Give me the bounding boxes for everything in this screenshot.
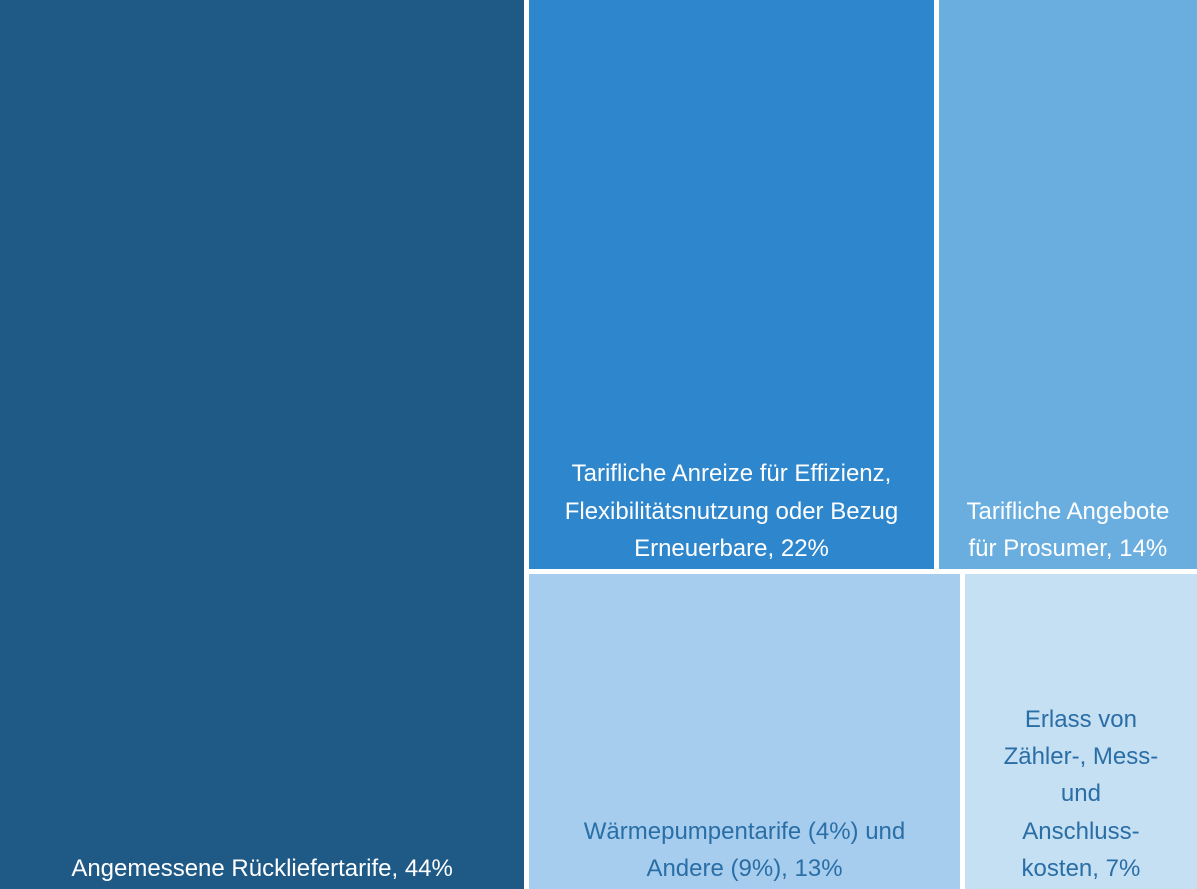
value-label: 13% [794, 854, 843, 882]
category-label: Tarifliche Angebote für Prosumer, [966, 497, 1170, 562]
tile: Angemessene Rückliefertarife, 44% [0, 0, 525, 889]
category-label: Tarifliche Anreize für Effizienz, Flexib… [564, 460, 899, 562]
tile-label: Tarifliche Anreize für Effizienz, Flexib… [545, 455, 918, 567]
category-label: Wärmepumpentarife (4%) und Andere (9%), [583, 817, 906, 882]
tile: Tarifliche Anreize für Effizienz, Flexib… [529, 0, 934, 569]
value-label: 44% [404, 854, 453, 882]
tile-label: Erlass von Zähler-, Mess- und Anschluss-… [1003, 701, 1159, 887]
tile-label: Angemessene Rückliefertarife, 44% [30, 850, 494, 887]
tile: Wärmepumpentarife (4%) und Andere (9%), … [529, 574, 960, 889]
value-label: 14% [1119, 534, 1168, 562]
value-label: 7% [1105, 854, 1141, 882]
tile-label: Wärmepumpentarife (4%) und Andere (9%), … [549, 813, 940, 887]
category-label: Erlass von Zähler-, Mess- und Anschluss-… [1003, 706, 1159, 882]
category-label: Angemessene Rückliefertarife, [71, 854, 399, 882]
tile: Tarifliche Angebote für Prosumer, 14% [938, 0, 1197, 569]
tile: Erlass von Zähler-, Mess- und Anschluss-… [964, 574, 1197, 889]
tile-label: Tarifliche Angebote für Prosumer, 14% [961, 493, 1175, 567]
value-label: 22% [780, 534, 829, 562]
